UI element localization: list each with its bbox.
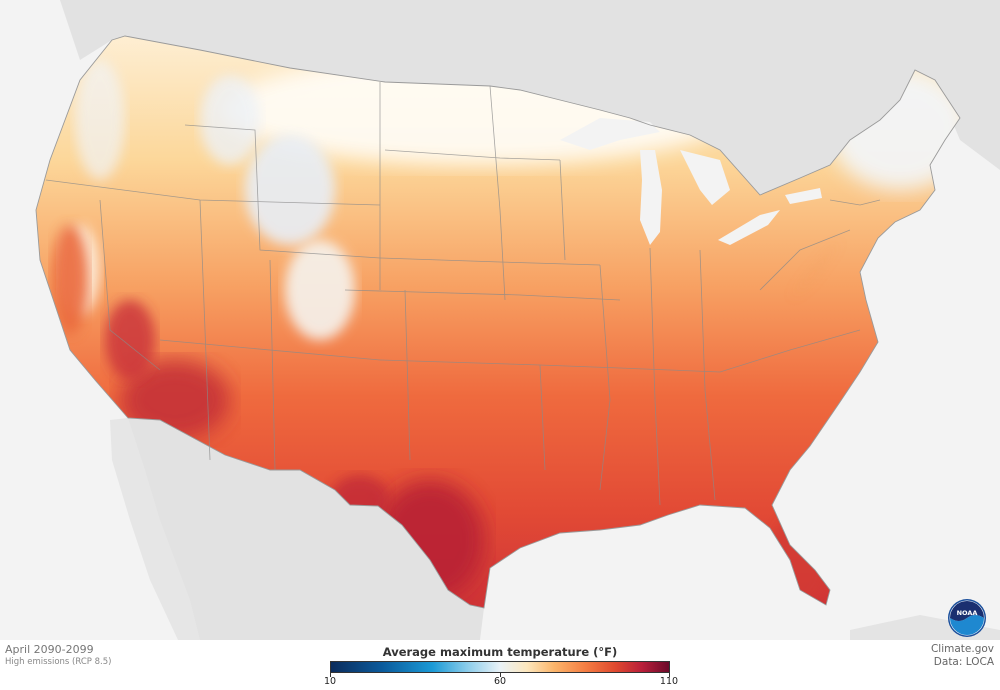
legend-tick-label-mid: 60	[493, 676, 507, 687]
svg-text:NOAA: NOAA	[957, 609, 978, 617]
lake-huron	[680, 150, 730, 205]
state-borders	[45, 82, 881, 506]
legend-tick-max	[669, 673, 670, 677]
legend-tick-min	[330, 673, 331, 677]
legend-colorbar	[330, 661, 670, 673]
legend-tick-label-max: 110	[659, 676, 679, 687]
lake-erie	[718, 210, 780, 245]
mexico-landmass	[120, 418, 484, 640]
map-area: NOAA	[0, 0, 1000, 640]
legend-tick-mid	[500, 673, 501, 677]
period-label: April 2090-2099	[5, 643, 94, 656]
baja-peninsula	[110, 418, 200, 640]
legend-title: Average maximum temperature (°F)	[382, 645, 618, 659]
scenario-label: High emissions (RCP 8.5)	[5, 657, 112, 667]
data-source: Data: LOCA	[933, 656, 994, 668]
lake-superior	[560, 118, 660, 150]
legend-tick-label-min: 10	[323, 676, 337, 687]
lake-michigan	[640, 150, 662, 245]
noaa-logo: NOAA	[948, 599, 986, 637]
temperature-map	[0, 0, 1000, 640]
source-site: Climate.gov	[930, 643, 994, 655]
lake-ontario	[785, 188, 822, 204]
canada-landmass	[0, 0, 1000, 195]
